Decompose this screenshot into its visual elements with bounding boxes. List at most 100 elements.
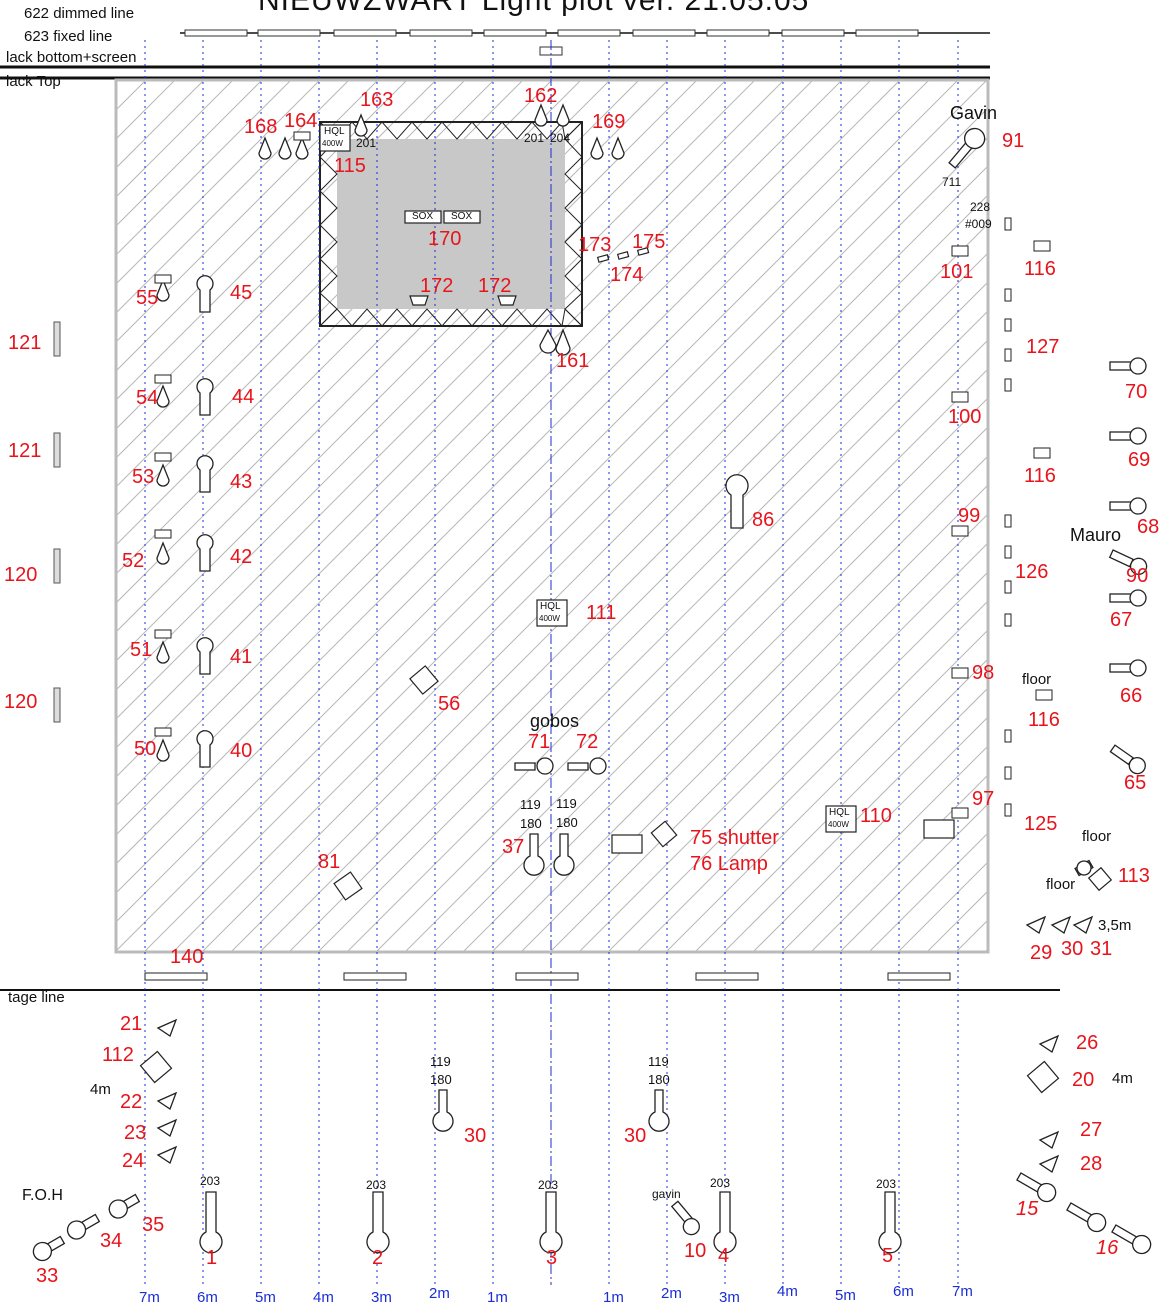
fixture-121b: 121 <box>8 440 42 462</box>
fixture-52: 52 <box>122 550 145 572</box>
shutter-label: 75 shutter <box>690 827 779 849</box>
hql-tag-110: HQL <box>829 807 850 818</box>
fixture-66: 66 <box>1120 685 1143 707</box>
followspot-lamps <box>514 127 1148 877</box>
fixture-110: 110 <box>860 805 892 827</box>
gel-119-b: 119 <box>556 796 577 811</box>
hatch-line <box>116 80 176 140</box>
sox-tag-b: SOX <box>451 211 473 222</box>
gel-180-a: 180 <box>520 816 542 831</box>
distance-mark: 1m <box>487 1289 508 1306</box>
fixture-121a: 121 <box>8 332 42 354</box>
fixture-162: 162 <box>524 85 558 107</box>
stage-hatch <box>116 80 988 952</box>
w400-tag: 400W <box>322 139 343 148</box>
gel-203-c: 203 <box>538 1178 559 1192</box>
hql-tag-111: HQL <box>540 601 561 612</box>
fixture-10: 10 <box>684 1240 707 1262</box>
gavin-small-label: gavin <box>652 1187 681 1201</box>
fixture-65: 65 <box>1124 772 1147 794</box>
cyc-lamps <box>409 295 517 306</box>
gel-180-b: 180 <box>556 815 578 830</box>
fixture-163: 163 <box>360 89 394 111</box>
fixture-112: 112 <box>102 1044 134 1066</box>
hatch-line <box>317 281 988 952</box>
fixture-30b: 30 <box>624 1125 647 1147</box>
gel-711: 711 <box>942 175 962 189</box>
fixture-16: 16 <box>1096 1237 1119 1259</box>
fixture-45: 45 <box>230 282 253 304</box>
fixture-164: 164 <box>284 110 318 132</box>
fixture-4: 4 <box>718 1245 730 1267</box>
hatch-line <box>636 600 988 952</box>
hatch-line <box>665 629 988 952</box>
hmi-boxes <box>154 131 1053 819</box>
gel-228: 228 <box>970 200 991 214</box>
fixed-line-label: 623 fixed line <box>24 28 113 45</box>
fixture-120b: 120 <box>4 691 38 713</box>
distance-mark: 4m <box>313 1289 334 1306</box>
hatch-line <box>116 80 350 314</box>
fixture-43: 43 <box>230 471 253 493</box>
fixture-23: 23 <box>124 1122 147 1144</box>
fixture-15: 15 <box>1016 1198 1039 1220</box>
floor-label-c: floor <box>1046 876 1076 893</box>
hatch-line <box>116 80 901 865</box>
fixture-81: 81 <box>318 851 341 873</box>
fixture-86: 86 <box>752 509 775 531</box>
distance-mark: 7m <box>952 1283 973 1300</box>
black-bottom-label: lack bottom+screen <box>6 49 137 66</box>
cone-lamps <box>156 915 1094 1173</box>
hatch-line <box>116 80 292 256</box>
fixture-116b: 116 <box>1024 465 1056 487</box>
fixture-28: 28 <box>1080 1153 1103 1175</box>
hatch-line <box>116 80 408 372</box>
fixture-116c: 116 <box>1028 709 1060 731</box>
four-m-left: 4m <box>90 1081 111 1098</box>
fixture-99: 99 <box>958 505 981 527</box>
fixture-50: 50 <box>134 738 157 760</box>
fixture-5: 5 <box>882 1245 894 1267</box>
fixture-31: 31 <box>1090 938 1113 960</box>
gel-203-a: 203 <box>200 1174 221 1188</box>
fixture-21: 21 <box>120 1013 143 1035</box>
distance-mark: 3m <box>719 1289 740 1306</box>
gavin-label: Gavin <box>950 103 998 123</box>
fixture-67: 67 <box>1110 609 1133 631</box>
fixture-44: 44 <box>232 386 255 408</box>
fixture-168: 168 <box>244 116 278 138</box>
fixture-1: 1 <box>206 1247 218 1269</box>
gel-201a: 201 <box>356 136 377 150</box>
gel-203-b: 203 <box>366 1178 387 1192</box>
plot-title: NIEUWZWART Light plot ver. 21.05.05 <box>258 0 810 17</box>
gel-204: 204 <box>550 131 571 145</box>
gobos-label: gobos <box>530 711 580 731</box>
gel-203-e: 203 <box>876 1177 897 1191</box>
hatch-line <box>433 397 988 952</box>
hatch-line <box>116 80 263 227</box>
fixture-37: 37 <box>502 836 525 858</box>
fixture-172b: 172 <box>478 275 512 297</box>
hatch-line <box>375 339 988 952</box>
fixture-35: 35 <box>142 1214 165 1236</box>
profile-lamps <box>196 275 749 768</box>
distance-mark: 2m <box>429 1285 450 1302</box>
floor-label-a: floor <box>1022 671 1052 688</box>
fixture-29: 29 <box>1030 942 1053 964</box>
stage-line-label: tage line <box>8 989 65 1006</box>
hatch-line <box>116 80 118 82</box>
hatch-line <box>578 542 988 952</box>
fixture-174: 174 <box>610 264 644 286</box>
hatch-line <box>491 455 988 952</box>
fixture-170: 170 <box>428 228 462 250</box>
dimmed-line-bars <box>184 29 919 56</box>
hatch-line <box>116 80 843 807</box>
fixture-120a: 120 <box>4 564 38 586</box>
foh-label: F.O.H <box>22 1187 63 1204</box>
gel-201b: 201 <box>524 131 545 145</box>
fixture-113: 113 <box>1118 865 1150 887</box>
fixture-175: 175 <box>632 231 666 253</box>
mauro-label: Mauro <box>1070 525 1122 545</box>
dimmed-line-label: 622 dimmed line <box>24 5 135 22</box>
